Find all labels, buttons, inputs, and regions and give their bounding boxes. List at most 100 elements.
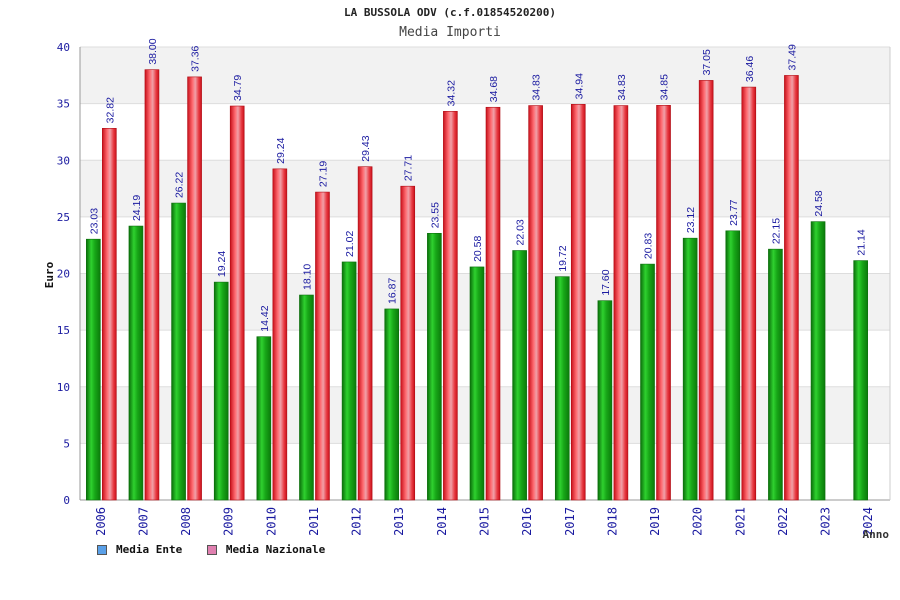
bar-media-ente xyxy=(86,238,101,501)
bar-media-ente xyxy=(213,281,229,501)
legend-swatch-media-nazionale xyxy=(206,544,217,555)
bar-media-nazionale xyxy=(485,106,501,501)
data-label: 18.10 xyxy=(301,264,313,290)
data-label: 37.36 xyxy=(190,45,202,71)
data-label: 38.00 xyxy=(147,38,159,64)
bar-media-ente xyxy=(469,266,485,501)
bar-media-ente xyxy=(171,202,186,501)
data-label: 34.79 xyxy=(232,75,244,101)
x-tick-label: 2010 xyxy=(264,507,278,536)
legend-swatch-media-ente xyxy=(97,544,107,555)
x-tick-label: 2021 xyxy=(733,507,747,536)
x-tick-label: 2020 xyxy=(691,507,705,536)
bar-media-ente xyxy=(299,294,314,501)
data-label: 22.15 xyxy=(770,218,782,244)
x-tick-label: 2017 xyxy=(563,507,577,536)
data-label: 23.77 xyxy=(728,199,740,225)
x-tick-label: 2007 xyxy=(136,507,150,536)
bar-media-ente xyxy=(768,248,783,501)
bar-media-nazionale xyxy=(570,104,586,501)
x-tick-label: 2006 xyxy=(94,507,108,536)
x-tick-label: 2022 xyxy=(776,507,790,536)
data-label: 23.55 xyxy=(429,202,441,228)
x-tick-label: 2009 xyxy=(222,507,236,536)
data-label: 23.12 xyxy=(685,207,697,233)
x-tick-label: 2016 xyxy=(520,507,534,536)
bar-media-ente xyxy=(128,225,144,501)
data-label: 19.72 xyxy=(557,245,569,271)
data-label: 27.19 xyxy=(317,161,329,187)
bar-media-ente xyxy=(427,232,442,501)
chart-subtitle: Media Importi xyxy=(399,25,501,40)
data-label: 34.68 xyxy=(488,76,500,102)
bar-media-ente xyxy=(853,260,868,501)
bar-media-ente xyxy=(256,336,272,501)
bar-media-nazionale xyxy=(102,128,117,501)
bar-media-nazionale xyxy=(144,69,160,501)
data-label: 19.24 xyxy=(216,251,228,277)
data-labels: 23.03 32.82 24.19 38.00 26.22 37.36 19.24 34.79… xyxy=(88,38,867,331)
x-tick-label: 2011 xyxy=(307,507,321,536)
y-tick-label: 40 xyxy=(57,41,70,54)
data-label: 22.03 xyxy=(515,219,527,245)
data-label: 20.83 xyxy=(643,233,655,259)
data-label: 20.58 xyxy=(472,235,484,261)
x-tick-label: 2019 xyxy=(648,507,662,536)
y-tick-label: 20 xyxy=(57,268,70,281)
y-tick-label: 25 xyxy=(57,211,70,224)
bar-media-ente xyxy=(554,276,570,501)
x-tick-label: 2024 xyxy=(861,507,875,536)
data-label: 16.87 xyxy=(387,278,399,304)
data-label: 36.46 xyxy=(744,56,756,82)
x-tick-label: 2023 xyxy=(819,507,833,536)
bar-media-ente xyxy=(384,308,400,501)
bar-media-ente xyxy=(682,237,698,501)
bar-media-ente xyxy=(810,221,826,501)
data-label: 29.43 xyxy=(360,135,372,161)
y-tick-label: 30 xyxy=(57,154,70,167)
bar-media-nazionale xyxy=(613,105,629,501)
bar-media-ente xyxy=(597,300,613,501)
x-axis-label: Anno xyxy=(863,528,890,541)
legend-label-media-ente: Media Ente xyxy=(116,543,183,556)
legend-item-media-nazionale: Media Nazionale xyxy=(206,543,326,556)
data-label: 27.71 xyxy=(403,155,415,181)
x-tick-label: 2018 xyxy=(605,507,619,536)
data-label: 34.32 xyxy=(445,80,457,106)
data-label: 24.19 xyxy=(131,195,143,221)
x-tick-label: 2015 xyxy=(478,507,492,536)
data-label: 14.42 xyxy=(259,305,271,331)
data-label: 37.49 xyxy=(786,44,798,70)
bar-media-ente xyxy=(341,261,357,501)
bar-media-ente xyxy=(640,263,655,501)
bar-media-nazionale xyxy=(698,80,714,501)
bars xyxy=(86,69,868,501)
bar-media-nazionale xyxy=(741,86,757,501)
data-label: 34.83 xyxy=(531,74,543,100)
legend: Media Ente Media Nazionale xyxy=(97,543,343,558)
data-label: 34.94 xyxy=(573,73,585,99)
legend-item-media-ente: Media Ente xyxy=(97,543,182,556)
bar-media-nazionale xyxy=(443,111,458,501)
data-label: 21.14 xyxy=(856,229,868,255)
legend-label-media-nazionale: Media Nazionale xyxy=(225,543,326,556)
data-label: 21.02 xyxy=(344,231,356,257)
y-tick-label: 0 xyxy=(63,494,70,507)
data-label: 23.03 xyxy=(88,208,100,234)
data-label: 37.05 xyxy=(701,49,713,75)
bar-media-ente xyxy=(725,230,741,501)
bar-media-nazionale xyxy=(400,185,416,501)
data-label: 34.85 xyxy=(659,74,671,100)
chart-title: LA BUSSOLA ODV (c.f.01854520200) xyxy=(344,6,556,19)
bar-media-nazionale xyxy=(528,105,543,501)
x-tick-label: 2014 xyxy=(435,507,449,536)
x-tick-label: 2013 xyxy=(392,507,406,536)
data-label: 26.22 xyxy=(174,172,186,198)
bar-media-nazionale xyxy=(229,105,245,501)
data-label: 32.82 xyxy=(104,97,116,123)
bar-media-nazionale xyxy=(315,191,330,501)
bar-media-nazionale xyxy=(656,105,671,501)
tick-labels: 0 5 10 15 20 25 30 35 40 2006 2007 2008 2009 2010 2011… xyxy=(57,41,875,536)
data-label: 17.60 xyxy=(600,269,612,295)
